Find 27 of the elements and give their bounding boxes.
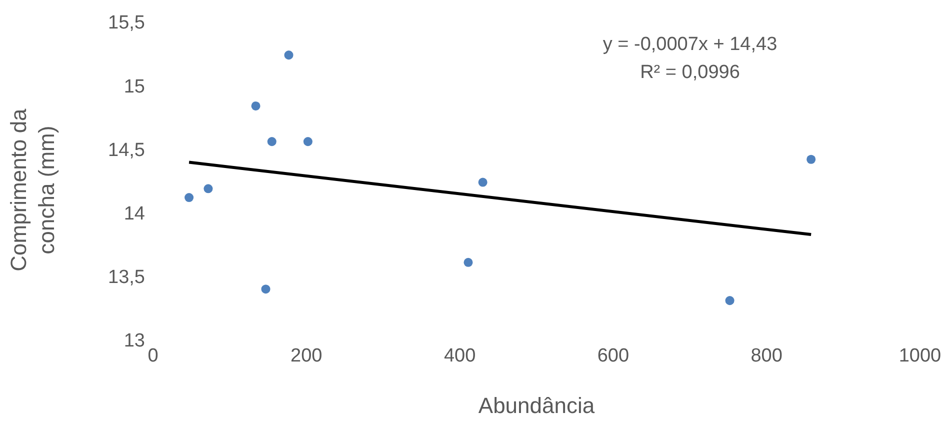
point	[284, 50, 294, 60]
y-tick-label: 14,5	[108, 140, 145, 161]
x-tick-label: 200	[290, 345, 322, 366]
x-tick-label: 400	[444, 345, 476, 366]
annotation: R² = 0,0996	[639, 62, 741, 84]
x-tick-label: 0	[148, 345, 158, 366]
point	[478, 178, 488, 187]
y-axis-title: Comprimento da concha (mm)	[5, 108, 60, 274]
point	[806, 154, 816, 164]
point	[251, 101, 260, 110]
y-tick-label: 15,5	[108, 12, 145, 34]
y-tick-label: 14	[124, 204, 146, 225]
point	[204, 184, 213, 194]
point	[267, 137, 276, 146]
x-tick-label: 800	[750, 345, 782, 366]
y-tick-label: 13,5	[108, 267, 145, 288]
point	[464, 258, 473, 267]
annotation: y = -0,0007x + 14,43	[602, 34, 778, 56]
x-tick-label: 1000	[898, 345, 942, 366]
x-axis-title: Abundância	[477, 393, 596, 419]
point	[184, 193, 194, 202]
y-tick-label: 13	[124, 330, 145, 352]
point	[261, 284, 270, 294]
point	[725, 296, 734, 306]
point	[303, 137, 312, 146]
y-tick-label: 15	[124, 76, 145, 98]
x-tick-label: 600	[597, 345, 630, 366]
